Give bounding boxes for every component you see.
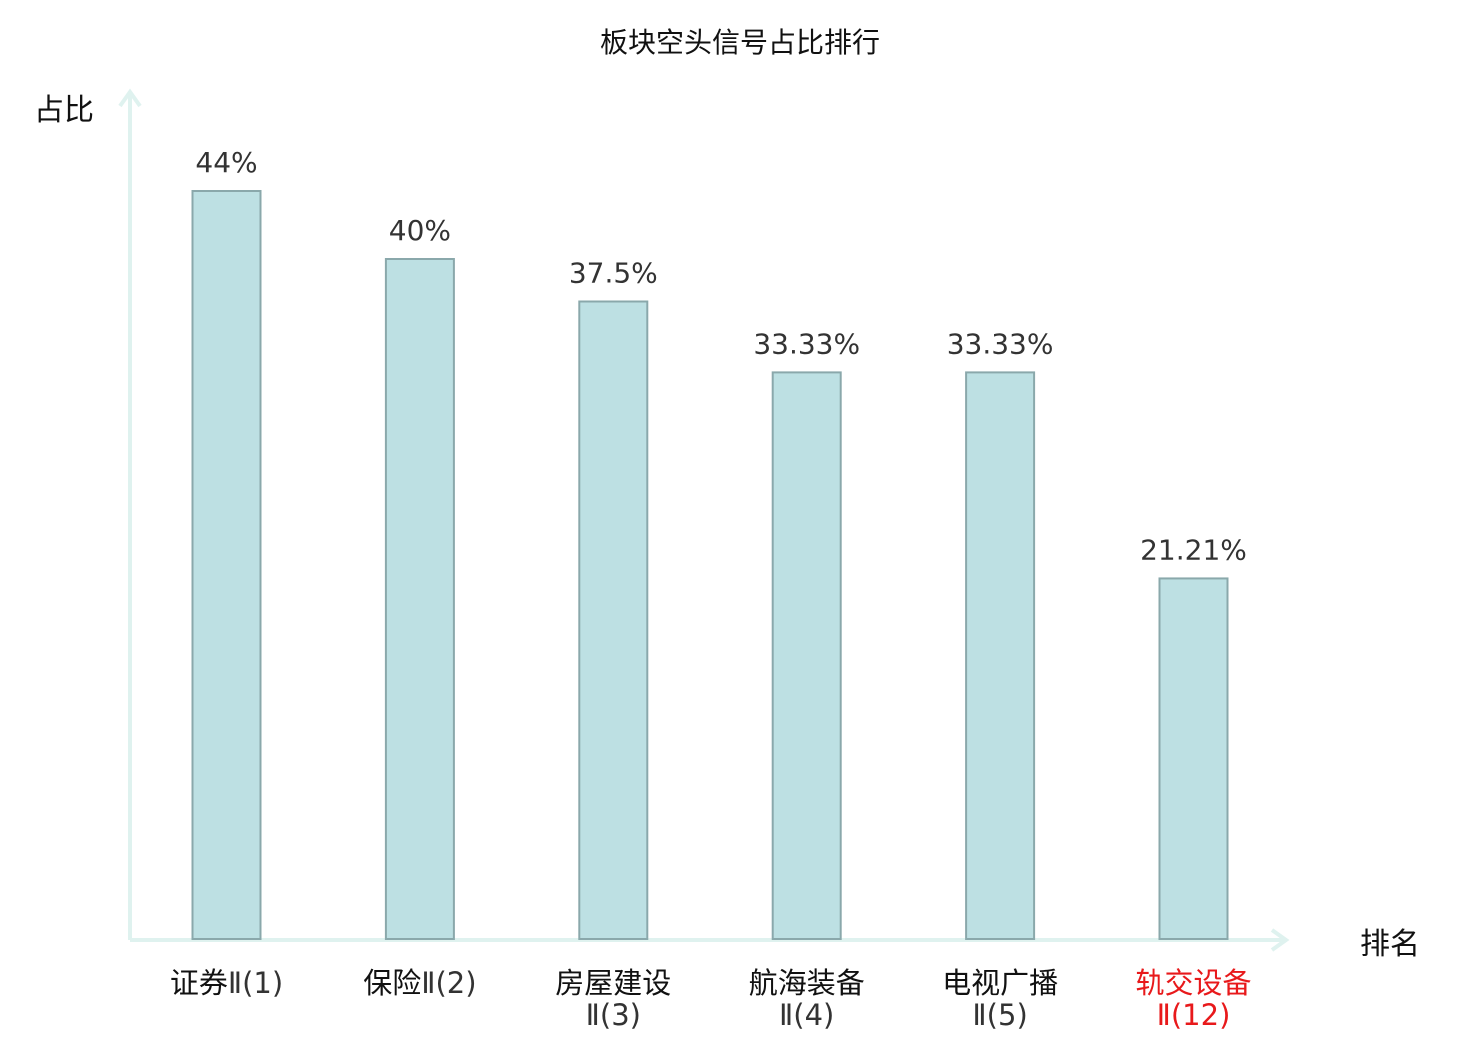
x-tick-sublabel: Ⅱ(5) <box>972 998 1027 1032</box>
bar <box>384 258 455 940</box>
axes <box>118 88 1290 952</box>
y-axis-arrow-icon <box>118 88 142 108</box>
x-tick-label: 证券Ⅱ(1) <box>170 966 283 1000</box>
x-tick-sublabel: Ⅱ(4) <box>779 998 834 1032</box>
x-tick-name: 保险 <box>363 966 421 1000</box>
x-axis-label: 排名 <box>1360 927 1420 962</box>
bar <box>1158 577 1229 940</box>
data-label: 21.21% <box>1140 533 1247 566</box>
x-tick-label: 航海装备 <box>749 966 865 1000</box>
data-label: 37.5% <box>569 257 658 290</box>
data-label: 40% <box>389 214 451 247</box>
x-tick-label: 轨交设备 <box>1135 966 1251 1000</box>
x-tick-name: 证券 <box>170 966 228 1000</box>
x-axis-arrow-icon <box>1270 928 1290 952</box>
x-tick-sublabel: Ⅱ(3) <box>586 998 641 1032</box>
bar <box>771 371 842 940</box>
bars <box>191 190 1229 940</box>
x-tick-label: 房屋建设 <box>555 966 671 1000</box>
data-label: 44% <box>195 146 257 179</box>
chart-title: 板块空头信号占比排行 <box>600 26 880 59</box>
data-label: 33.33% <box>753 327 860 360</box>
x-tick-sublabel: Ⅱ(12) <box>1157 998 1231 1032</box>
x-tick-suffix: Ⅱ(2) <box>421 966 476 1000</box>
bar <box>965 371 1036 940</box>
x-tick-label: 保险Ⅱ(2) <box>363 966 476 1000</box>
x-tick-label: 电视广播 <box>942 966 1058 1000</box>
x-tick-suffix: Ⅱ(1) <box>228 966 283 1000</box>
bar <box>191 190 262 940</box>
data-label: 33.33% <box>947 327 1054 360</box>
value-labels: 44% 40% 37.5% 33.33% 33.33% 21.21% <box>195 146 1247 566</box>
y-axis-label: 占比 <box>34 93 94 128</box>
bar <box>578 300 649 940</box>
